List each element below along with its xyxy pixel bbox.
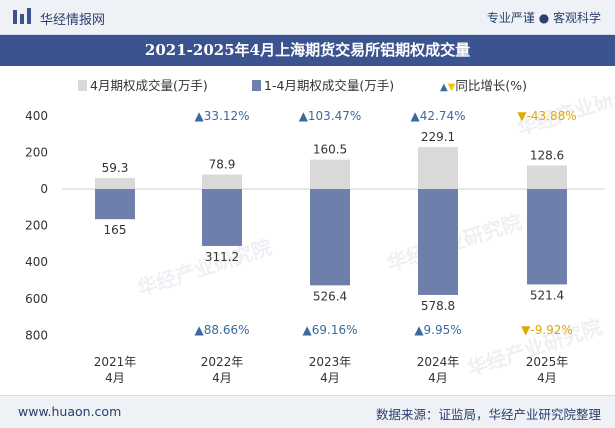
bar-cumulative <box>202 189 242 246</box>
data-label-cumulative: 311.2 <box>205 250 239 264</box>
x-tick-label: 2025年 <box>526 355 569 369</box>
chart-legend: 4月期权成交量(万手) 1-4月期权成交量(万手) ▲▼同比增长(%) <box>0 72 615 94</box>
triangle-down-icon: ▼ <box>447 82 456 93</box>
x-tick-label: 4月 <box>105 371 125 385</box>
legend-label-cumulative: 1-4月期权成交量(万手) <box>264 78 395 93</box>
data-label-cumulative: 165 <box>104 223 127 237</box>
growth-label-cumulative: ▼-9.92% <box>521 323 573 337</box>
growth-label-monthly: ▼-43.88% <box>517 109 576 123</box>
brand-name: 华经情报网 <box>40 13 106 28</box>
legend-swatch-monthly <box>78 80 87 91</box>
tagline: 专业严谨 ● 客观科学 <box>486 11 601 25</box>
footer-bar: www.huaon.com 数据来源：证监局，华经产业研究院整理 <box>0 395 615 428</box>
growth-label-monthly: ▲103.47% <box>299 109 362 123</box>
growth-label-monthly: ▲33.12% <box>195 109 250 123</box>
bar-monthly <box>527 165 567 189</box>
data-label-monthly: 128.6 <box>530 148 564 162</box>
chart-title: 2021-2025年4月上海期货交易所铝期权成交量 <box>0 35 615 66</box>
y-tick-label: 400 <box>25 255 48 269</box>
x-tick-label: 4月 <box>212 371 232 385</box>
bar-monthly <box>95 178 135 189</box>
data-label-monthly: 59.3 <box>102 161 129 175</box>
x-tick-label: 4月 <box>428 371 448 385</box>
y-tick-label: 0 <box>40 182 48 196</box>
data-source: 数据来源：证监局，华经产业研究院整理 <box>375 407 601 422</box>
data-label-monthly: 78.9 <box>209 158 236 172</box>
x-tick-label: 2022年 <box>201 355 244 369</box>
bar-chart: 华经产业研究院华经产业研究院华经产业研究院华经产业研究院400200020040… <box>25 96 615 385</box>
legend-item-growth: ▲▼同比增长(%) <box>440 75 527 94</box>
y-tick-label: 200 <box>25 145 48 159</box>
x-tick-label: 2021年 <box>94 355 137 369</box>
triangle-up-icon: ▲ <box>440 82 448 93</box>
growth-label-cumulative: ▲69.16% <box>303 323 358 337</box>
bar-cumulative <box>310 189 350 286</box>
data-label-cumulative: 521.4 <box>530 288 564 302</box>
huajing-logo-icon <box>13 8 31 24</box>
bar-cumulative <box>527 189 567 285</box>
bar-monthly <box>310 159 350 189</box>
data-label-cumulative: 526.4 <box>313 289 347 303</box>
y-tick-label: 200 <box>25 219 48 233</box>
data-label-monthly: 229.1 <box>421 130 455 144</box>
data-label-cumulative: 578.8 <box>421 299 455 313</box>
bar-monthly <box>418 147 458 189</box>
legend-label-growth: 同比增长(%) <box>455 78 528 93</box>
x-tick-label: 2023年 <box>309 355 352 369</box>
bar-cumulative <box>418 189 458 295</box>
y-tick-label: 400 <box>25 109 48 123</box>
growth-label-cumulative: ▲9.95% <box>414 323 461 337</box>
y-tick-label: 800 <box>25 328 48 342</box>
footer-url: www.huaon.com <box>18 404 122 419</box>
data-label-monthly: 160.5 <box>313 143 347 157</box>
growth-label-cumulative: ▲88.66% <box>195 323 250 337</box>
bar-monthly <box>202 174 242 189</box>
y-tick-label: 600 <box>25 292 48 306</box>
legend-item-monthly: 4月期权成交量(万手) <box>78 75 208 94</box>
header-bar: 华经情报网 专业严谨 ● 客观科学 <box>0 0 615 35</box>
x-tick-label: 2024年 <box>417 355 460 369</box>
bar-cumulative <box>95 189 135 220</box>
x-tick-label: 4月 <box>320 371 340 385</box>
x-tick-label: 4月 <box>537 371 557 385</box>
legend-label-monthly: 4月期权成交量(万手) <box>90 78 208 93</box>
growth-label-monthly: ▲42.74% <box>411 109 466 123</box>
legend-item-cumulative: 1-4月期权成交量(万手) <box>252 75 394 94</box>
legend-swatch-cumulative <box>252 80 261 91</box>
